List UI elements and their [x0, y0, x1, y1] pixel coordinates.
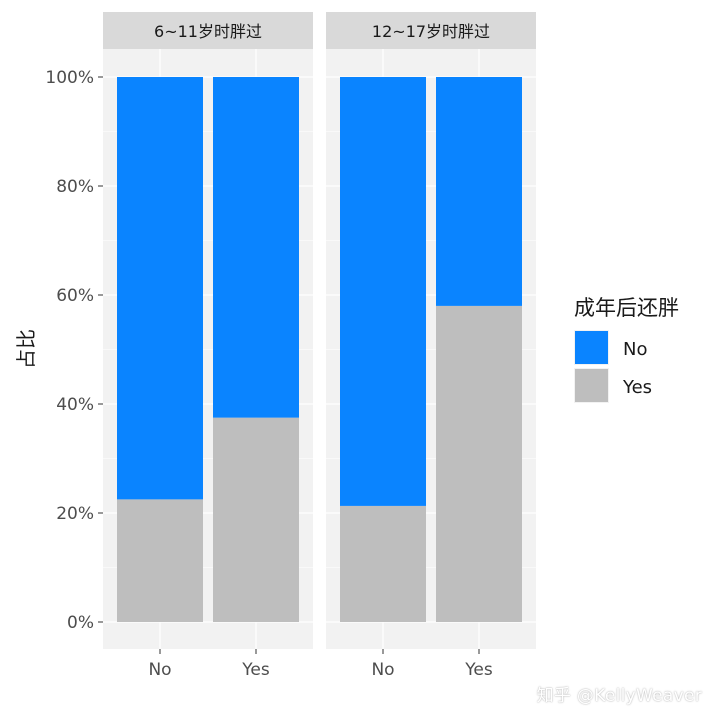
watermark: 知乎 @KellyWeaver	[536, 686, 702, 706]
legend-title: 成年后还胖	[574, 296, 679, 320]
bar-segment-yes	[213, 417, 299, 622]
y-tick-label: 60%	[56, 286, 94, 306]
facet-title: 12~17岁时胖过	[372, 22, 490, 41]
bar-segment-no	[213, 77, 299, 418]
bar-segment-no	[117, 77, 203, 500]
y-tick-label: 20%	[56, 504, 94, 524]
x-tick-label: Yes	[241, 660, 270, 680]
bar-segment-yes	[340, 505, 426, 622]
y-tick-label: 0%	[67, 613, 94, 633]
bar-segment-no	[436, 77, 522, 306]
x-tick-label: No	[371, 660, 394, 680]
bar-segment-no	[340, 77, 426, 506]
legend-key-yes	[575, 369, 608, 402]
y-tick-label: 100%	[45, 68, 94, 88]
facet-strip	[326, 12, 536, 49]
facet-strip	[103, 12, 313, 49]
bar-segment-yes	[436, 305, 522, 622]
legend-label: Yes	[622, 377, 652, 398]
x-tick-label: No	[148, 660, 171, 680]
facet-title: 6~11岁时胖过	[154, 22, 262, 41]
y-axis-title: 占比	[14, 329, 38, 369]
y-tick-label: 40%	[56, 395, 94, 415]
x-tick-label: Yes	[464, 660, 493, 680]
bar-segment-yes	[117, 499, 203, 622]
legend-label: No	[623, 339, 647, 360]
y-tick-label: 80%	[56, 177, 94, 197]
legend-key-no	[575, 331, 608, 364]
